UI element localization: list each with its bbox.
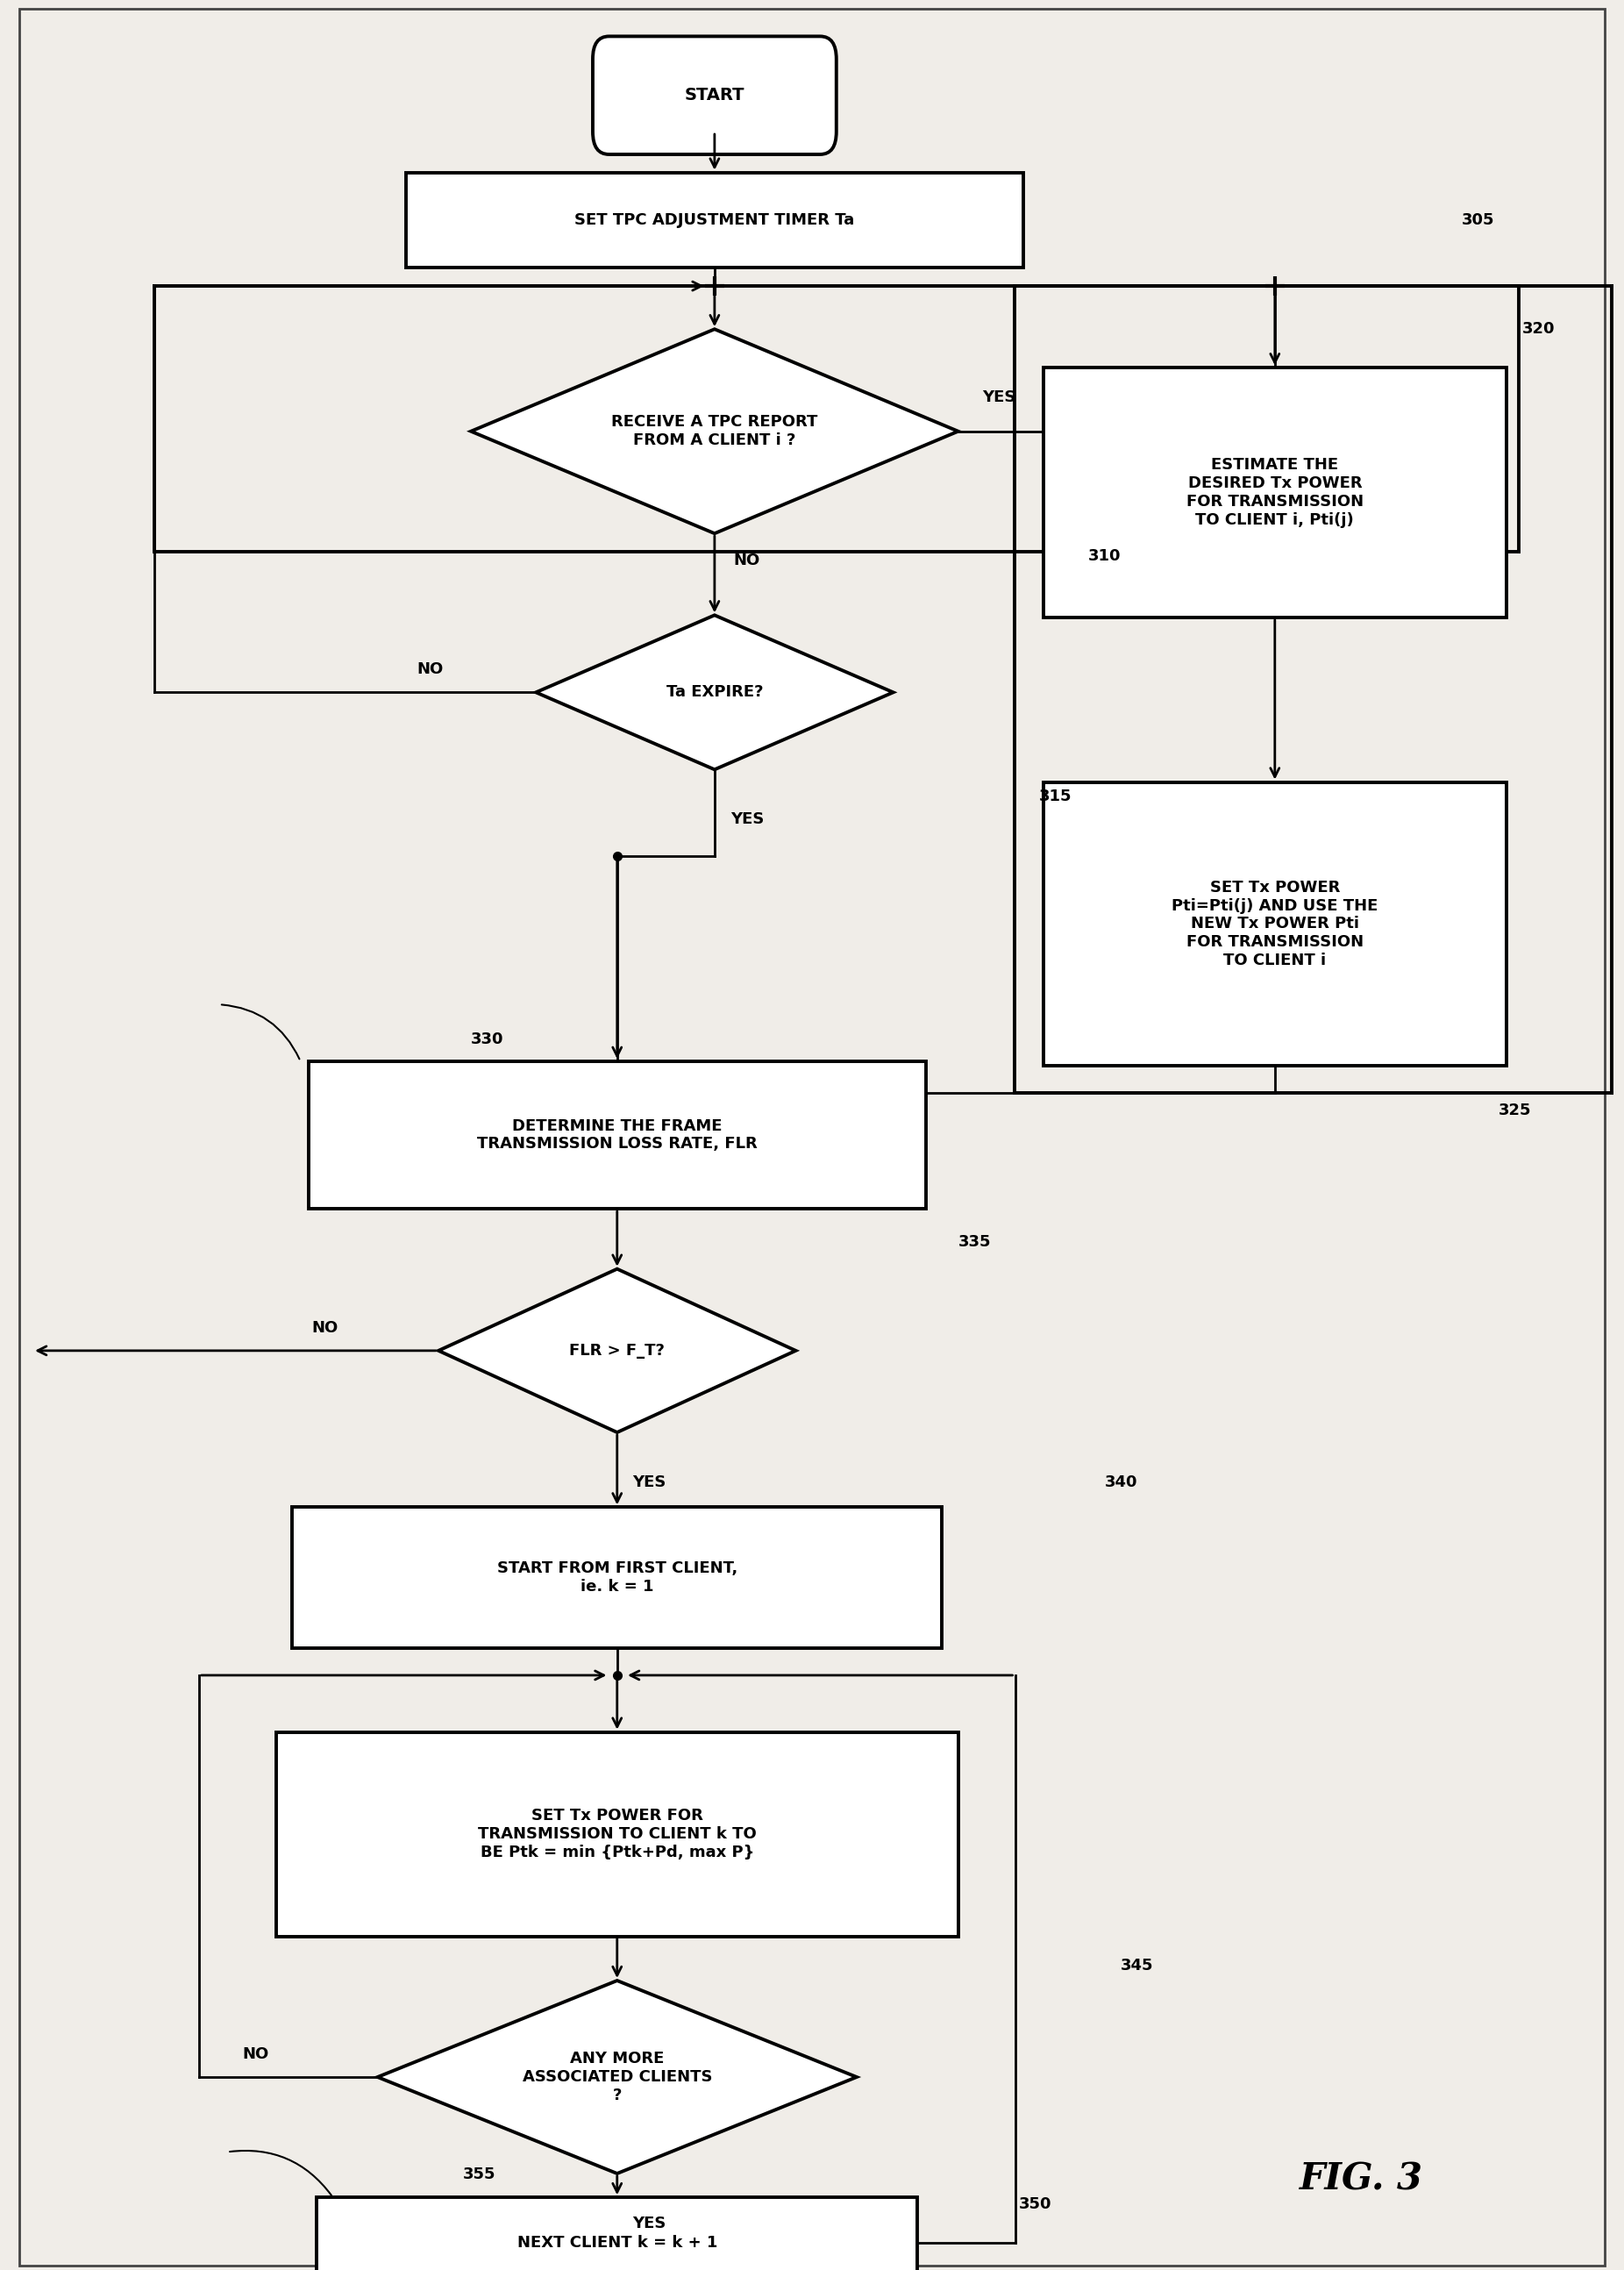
- Text: 310: 310: [1088, 549, 1121, 563]
- Text: NO: NO: [734, 554, 760, 568]
- Text: NO: NO: [417, 663, 443, 676]
- Text: SET TPC ADJUSTMENT TIMER Ta: SET TPC ADJUSTMENT TIMER Ta: [575, 213, 854, 227]
- Bar: [317, 2197, 918, 2270]
- Bar: [276, 1732, 958, 1936]
- Polygon shape: [438, 1269, 796, 1432]
- Text: YES: YES: [983, 390, 1015, 404]
- Polygon shape: [471, 329, 958, 533]
- Text: 320: 320: [1523, 322, 1556, 336]
- Polygon shape: [536, 615, 893, 770]
- Text: 330: 330: [471, 1033, 503, 1046]
- Text: ESTIMATE THE
DESIRED Tx POWER
FOR TRANSMISSION
TO CLIENT i, Pti(j): ESTIMATE THE DESIRED Tx POWER FOR TRANSM…: [1186, 456, 1364, 529]
- Text: 355: 355: [463, 2168, 495, 2181]
- Text: RECEIVE A TPC REPORT
FROM A CLIENT i ?: RECEIVE A TPC REPORT FROM A CLIENT i ?: [611, 415, 818, 447]
- Text: YES: YES: [633, 2216, 666, 2231]
- Text: NO: NO: [312, 1321, 338, 1335]
- Bar: [292, 1507, 942, 1648]
- Bar: [406, 173, 1023, 268]
- Text: YES: YES: [633, 1476, 666, 1489]
- Text: 305: 305: [1462, 213, 1494, 227]
- Text: FIG. 3: FIG. 3: [1299, 2161, 1423, 2197]
- Text: FLR > F_T?: FLR > F_T?: [570, 1344, 664, 1357]
- Text: NO: NO: [242, 2048, 270, 2061]
- Text: START: START: [685, 86, 744, 104]
- Text: START FROM FIRST CLIENT,
ie. k = 1: START FROM FIRST CLIENT, ie. k = 1: [497, 1562, 737, 1594]
- Text: 315: 315: [1039, 790, 1072, 804]
- Text: Ta EXPIRE?: Ta EXPIRE?: [666, 686, 763, 699]
- Text: NEXT CLIENT k = k + 1: NEXT CLIENT k = k + 1: [516, 2236, 718, 2250]
- Text: 325: 325: [1499, 1103, 1531, 1117]
- Bar: [1044, 781, 1507, 1067]
- Text: 350: 350: [1020, 2197, 1052, 2211]
- Text: YES: YES: [731, 813, 763, 826]
- Text: 340: 340: [1104, 1476, 1137, 1489]
- Text: 345: 345: [1121, 1959, 1153, 1973]
- Bar: [1044, 368, 1507, 617]
- Text: DETERMINE THE FRAME
TRANSMISSION LOSS RATE, FLR: DETERMINE THE FRAME TRANSMISSION LOSS RA…: [477, 1119, 757, 1151]
- Bar: [309, 1062, 926, 1208]
- Text: 335: 335: [958, 1235, 991, 1248]
- Polygon shape: [378, 1979, 857, 2175]
- FancyBboxPatch shape: [593, 36, 836, 154]
- Text: SET Tx POWER
Pti=Pti(j) AND USE THE
NEW Tx POWER Pti
FOR TRANSMISSION
TO CLIENT : SET Tx POWER Pti=Pti(j) AND USE THE NEW …: [1171, 878, 1379, 969]
- Text: ANY MORE
ASSOCIATED CLIENTS
?: ANY MORE ASSOCIATED CLIENTS ?: [523, 2050, 711, 2104]
- Text: SET Tx POWER FOR
TRANSMISSION TO CLIENT k TO
BE Ptk = min {Ptk+Pd, max P}: SET Tx POWER FOR TRANSMISSION TO CLIENT …: [477, 1807, 757, 1861]
